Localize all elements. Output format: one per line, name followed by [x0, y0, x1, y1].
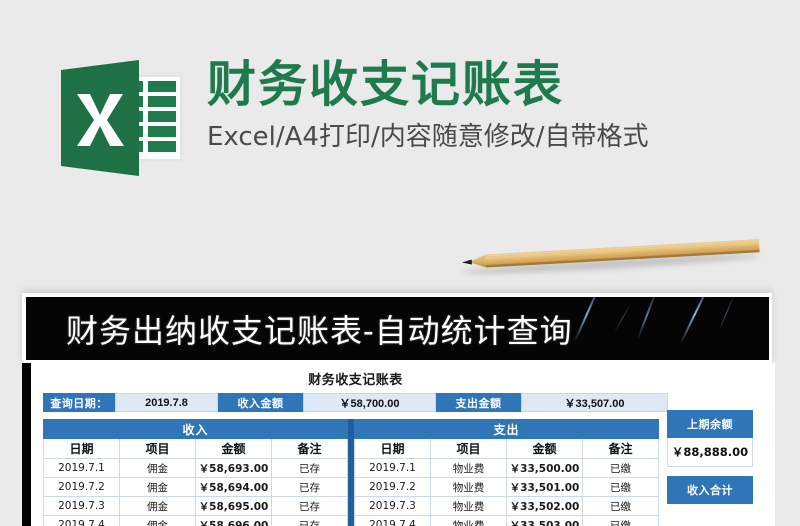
- banner-title: 财务出纳收支记账表-自动统计查询: [66, 312, 573, 349]
- table-row[interactable]: 2019.7.3 佣金 ￥58,695.00 已存: [43, 496, 348, 516]
- table-row[interactable]: 2019.7.1 佣金 ￥58,693.00 已存: [43, 458, 348, 478]
- expense-group-header: 支出: [354, 419, 659, 439]
- income-table: 收入 日期 项目 金额 备注 2019.7.1 佣金 ￥58,693.00: [43, 419, 348, 526]
- page-subtitle: Excel/A4打印/内容随意修改/自带格式: [207, 121, 649, 152]
- cell-item: 佣金: [119, 458, 196, 478]
- expense-table: 支出 日期 项目 金额 备注 2019.7.1 物业费 ￥33,500.00: [354, 419, 659, 526]
- cell-amount: ￥58,694.00: [195, 477, 272, 497]
- side-summary-panel: 上期余额 ￥88,888.00 收入合计: [667, 410, 753, 504]
- expense-col-item: 项目: [430, 438, 507, 459]
- summary-bar: 查询日期： 2019.7.8 收入金额 ￥58,700.00 支出金额 ￥33,…: [43, 393, 668, 412]
- cell-amount: ￥58,696.00: [195, 515, 272, 526]
- cell-item: 物业费: [430, 477, 507, 497]
- table-divider: [348, 419, 354, 526]
- cell-date: 2019.7.1: [354, 458, 431, 478]
- cell-note: 已缴: [582, 458, 659, 478]
- cell-item: 佣金: [119, 477, 196, 497]
- cell-note: 已缴: [582, 496, 659, 516]
- income-group-header: 收入: [43, 419, 348, 439]
- cell-amount: ￥58,695.00: [195, 496, 272, 516]
- cell-note: 已存: [271, 496, 348, 516]
- ledger-tables: 收入 日期 项目 金额 备注 2019.7.1 佣金 ￥58,693.00: [43, 419, 668, 526]
- cell-item: 物业费: [430, 515, 507, 526]
- cell-amount: ￥33,501.00: [506, 477, 583, 497]
- income-amount-value: ￥58,700.00: [303, 393, 436, 412]
- income-col-amount: 金额: [195, 438, 272, 459]
- cell-note: 已存: [271, 515, 348, 526]
- dark-banner: 财务出纳收支记账表-自动统计查询: [22, 293, 772, 363]
- query-date-label: 查询日期：: [43, 393, 115, 412]
- excel-logo-icon: [55, 58, 195, 178]
- pencil-illustration: [459, 238, 761, 277]
- table-row[interactable]: 2019.7.4 佣金 ￥58,696.00 已存: [43, 515, 348, 526]
- table-row[interactable]: 2019.7.4 物业费 ￥33,503.00 已缴: [354, 515, 659, 526]
- income-amount-label: 收入金额: [218, 393, 303, 412]
- prev-balance-label: 上期余额: [667, 410, 753, 438]
- cell-note: 已存: [271, 458, 348, 478]
- expense-col-note: 备注: [582, 438, 659, 459]
- income-col-item: 项目: [119, 438, 196, 459]
- cell-date: 2019.7.2: [43, 477, 120, 497]
- income-col-date: 日期: [43, 438, 120, 459]
- cell-note: 已存: [271, 477, 348, 497]
- cell-item: 佣金: [119, 496, 196, 516]
- expense-amount-value: ￥33,507.00: [521, 393, 668, 412]
- cell-item: 物业费: [430, 458, 507, 478]
- cell-note: 已缴: [582, 515, 659, 526]
- income-total-label: 收入合计: [667, 476, 753, 504]
- page-title: 财务收支记账表: [207, 58, 565, 112]
- spreadsheet-area: 财务收支记账表 查询日期： 2019.7.8 收入金额 ￥58,700.00 支…: [22, 363, 775, 526]
- table-row[interactable]: 2019.7.1 物业费 ￥33,500.00 已缴: [354, 458, 659, 478]
- cell-note: 已缴: [582, 477, 659, 497]
- expense-col-date: 日期: [354, 438, 431, 459]
- cell-amount: ￥58,693.00: [195, 458, 272, 478]
- cell-date: 2019.7.4: [354, 515, 431, 526]
- query-date-value[interactable]: 2019.7.8: [115, 393, 218, 412]
- cell-date: 2019.7.3: [43, 496, 120, 516]
- income-col-note: 备注: [271, 438, 348, 459]
- cell-date: 2019.7.3: [354, 496, 431, 516]
- expense-amount-label: 支出金额: [436, 393, 521, 412]
- cell-date: 2019.7.1: [43, 458, 120, 478]
- table-row[interactable]: 2019.7.2 佣金 ￥58,694.00 已存: [43, 477, 348, 497]
- expense-col-amount: 金额: [506, 438, 583, 459]
- cell-amount: ￥33,500.00: [506, 458, 583, 478]
- cell-amount: ￥33,503.00: [506, 515, 583, 526]
- table-row[interactable]: 2019.7.2 物业费 ￥33,501.00 已缴: [354, 477, 659, 497]
- cell-item: 物业费: [430, 496, 507, 516]
- hero-section: 财务收支记账表 Excel/A4打印/内容随意修改/自带格式: [0, 0, 800, 240]
- sheet-title: 财务收支记账表: [308, 372, 403, 387]
- cell-date: 2019.7.2: [354, 477, 431, 497]
- cell-amount: ￥33,502.00: [506, 496, 583, 516]
- cell-date: 2019.7.4: [43, 515, 120, 526]
- table-row[interactable]: 2019.7.3 物业费 ￥33,502.00 已缴: [354, 496, 659, 516]
- cell-item: 佣金: [119, 515, 196, 526]
- prev-balance-value: ￥88,888.00: [667, 438, 753, 467]
